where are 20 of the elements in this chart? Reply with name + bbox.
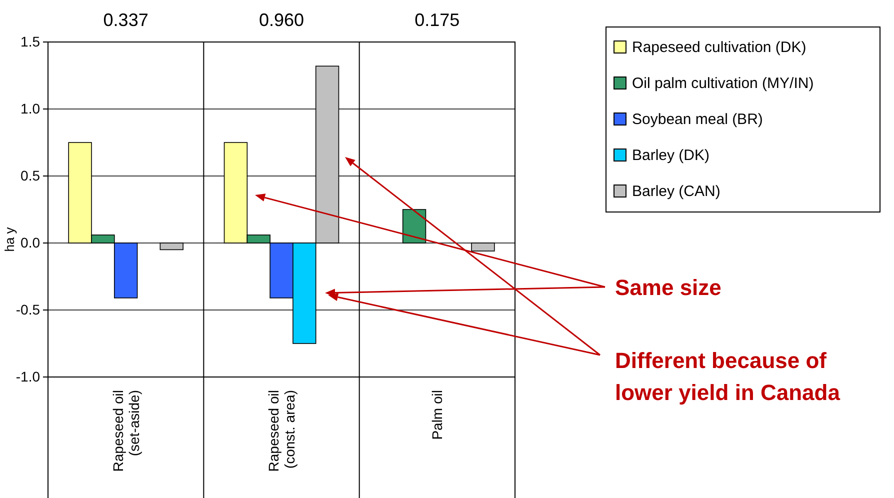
legend-label: Oil palm cultivation (MY/IN) xyxy=(632,75,814,92)
text: 0.337 xyxy=(103,10,148,30)
x-tick-label: Rapeseed oil (const. area) xyxy=(266,390,298,472)
y-tick-label: 0.0 xyxy=(20,234,40,250)
text: 0.175 xyxy=(414,10,460,30)
y-axis-title: ha y xyxy=(2,226,17,252)
y-tick-label: -1.0 xyxy=(16,368,40,384)
legend-label: Barley (DK) xyxy=(632,147,710,164)
text: 0.960 xyxy=(258,10,304,30)
text: Same size xyxy=(615,275,722,300)
text: Different because of lower yield in Canada xyxy=(615,348,841,405)
x-tick-label: Palm oil xyxy=(429,390,446,440)
y-tick-label: 0.5 xyxy=(20,167,40,184)
y-tick-label: 1.0 xyxy=(20,100,40,116)
legend-label: Soybean meal (BR) xyxy=(632,111,763,128)
legend-label: Rapeseed cultivation (DK) xyxy=(632,39,806,56)
legend-label: Barley (CAN) xyxy=(632,183,720,200)
x-tick-label: Rapeseed oil (set-aside) xyxy=(110,390,142,472)
y-tick-label: -0.5 xyxy=(16,301,40,318)
y-tick-label: 1.5 xyxy=(20,33,40,50)
